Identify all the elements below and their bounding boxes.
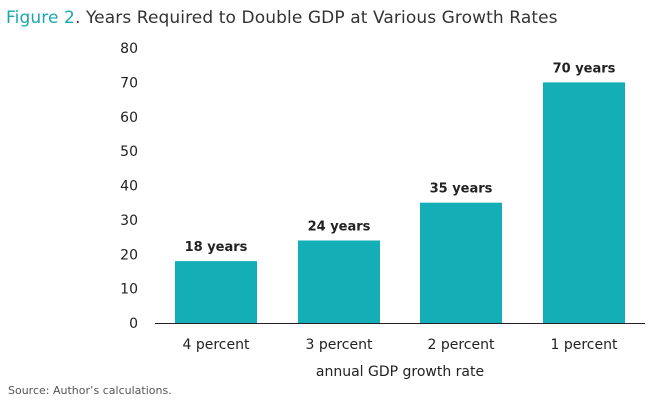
y-tick-label: 0 xyxy=(129,316,138,332)
data-label: 24 years xyxy=(308,220,371,235)
x-tick-label: 1 percent xyxy=(551,337,618,353)
bar xyxy=(175,261,257,323)
figure-number: Figure 2 xyxy=(6,8,75,28)
chart-title: Figure 2. Years Required to Double GDP a… xyxy=(6,8,558,28)
bar xyxy=(298,240,380,323)
y-tick-label: 20 xyxy=(120,247,138,263)
x-tick-label: 4 percent xyxy=(183,337,250,353)
y-tick-label: 60 xyxy=(120,110,138,126)
figure-title-text: . Years Required to Double GDP at Variou… xyxy=(74,8,558,28)
data-label: 70 years xyxy=(553,61,616,76)
y-tick-label: 30 xyxy=(120,213,138,229)
y-tick-label: 40 xyxy=(120,179,138,195)
bar xyxy=(420,202,502,323)
bar xyxy=(543,82,625,323)
source-note: Source: Author’s calculations. xyxy=(8,384,172,397)
x-tick-label: 2 percent xyxy=(428,337,495,353)
y-tick-label: 50 xyxy=(120,144,138,160)
y-tick-label: 70 xyxy=(120,75,138,91)
y-tick-label: 80 xyxy=(120,41,138,57)
x-axis-label: annual GDP growth rate xyxy=(316,364,484,380)
data-label: 18 years xyxy=(185,240,248,255)
data-label: 35 years xyxy=(430,182,493,197)
y-tick-label: 10 xyxy=(120,282,138,298)
x-tick-label: 3 percent xyxy=(306,337,373,353)
